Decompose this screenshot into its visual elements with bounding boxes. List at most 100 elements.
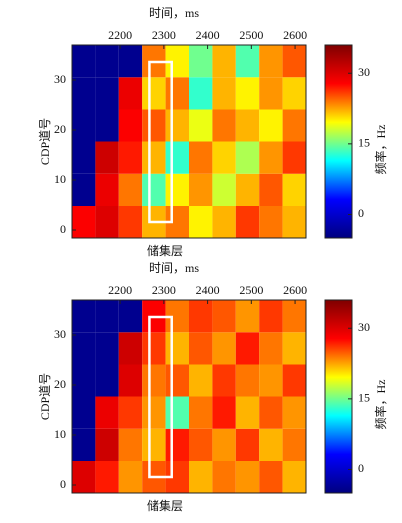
heat-cell <box>235 77 260 110</box>
heat-cell <box>118 45 143 78</box>
heat-cell <box>72 300 96 333</box>
heat-cell <box>189 206 213 238</box>
heat-cell <box>72 428 96 461</box>
heat-cell <box>189 45 213 78</box>
heat-cell <box>282 109 306 142</box>
heat-cell <box>118 364 143 397</box>
x-axis-title: 时间，ms <box>149 261 199 275</box>
heat-cell <box>118 141 143 174</box>
heat-cell <box>72 332 96 365</box>
heat-cell <box>72 364 96 397</box>
heat-cell <box>259 77 283 110</box>
heat-cell <box>72 109 96 142</box>
colorbar-title: 频率，Hz <box>373 380 388 430</box>
heat-cell <box>259 332 283 365</box>
heat-cell <box>95 461 119 493</box>
heat-cell <box>95 396 119 429</box>
y-axis-title: CDP道号 <box>38 373 52 420</box>
heat-cell <box>235 364 260 397</box>
heat-cell <box>72 141 96 174</box>
heat-cell <box>72 206 96 238</box>
y-tick-label: 0 <box>60 222 66 236</box>
heat-cell <box>235 428 260 461</box>
heat-cell <box>95 173 119 206</box>
heat-cell <box>189 141 213 174</box>
x-tick-label: 2200 <box>108 283 132 297</box>
heat-cell <box>165 77 189 110</box>
heat-cell <box>142 364 166 397</box>
heat-cell <box>142 428 166 461</box>
heat-cell <box>259 173 283 206</box>
heat-cell <box>212 396 236 429</box>
heat-cell <box>189 396 213 429</box>
heat-cell <box>212 332 236 365</box>
heat-cell <box>72 45 96 78</box>
heat-cell <box>259 461 283 493</box>
heat-cell <box>118 109 143 142</box>
x-tick-label: 2400 <box>196 283 220 297</box>
heat-cell <box>165 396 189 429</box>
heat-cell <box>118 461 143 493</box>
x-tick-label: 2500 <box>239 28 263 42</box>
heat-cell <box>282 77 306 110</box>
heat-cell <box>118 77 143 110</box>
heat-cell <box>282 461 306 493</box>
x-tick-label: 2400 <box>196 28 220 42</box>
heat-cell <box>212 428 236 461</box>
heat-cell <box>165 364 189 397</box>
x-tick-label: 2600 <box>283 283 307 297</box>
heat-cell <box>189 173 213 206</box>
heat-cell <box>212 141 236 174</box>
heat-cell <box>212 300 236 333</box>
heat-cell <box>118 173 143 206</box>
annotation: 储集层 <box>147 243 183 258</box>
heat-cell <box>189 428 213 461</box>
heat-cell <box>282 396 306 429</box>
heat-cell <box>72 461 96 493</box>
y-tick-label: 10 <box>54 427 66 441</box>
y-tick-label: 30 <box>54 72 66 86</box>
heat-cell <box>72 77 96 110</box>
heat-cell <box>189 332 213 365</box>
colorbar <box>324 44 353 239</box>
heat-cell <box>189 77 213 110</box>
annotation: 储集层 <box>147 498 183 513</box>
x-tick-label: 2200 <box>108 28 132 42</box>
y-tick-label: 30 <box>54 327 66 341</box>
heat-cell <box>235 45 260 78</box>
heat-cell <box>282 428 306 461</box>
heat-cell <box>142 77 166 110</box>
heat-cell <box>212 109 236 142</box>
y-tick-label: 20 <box>54 122 66 136</box>
heat-cell <box>165 332 189 365</box>
heat-cell <box>118 206 143 238</box>
y-tick-label: 0 <box>60 477 66 491</box>
plot-frame <box>71 44 307 239</box>
x-tick-label: 2300 <box>152 28 176 42</box>
heat-cell <box>282 173 306 206</box>
heat-cell <box>259 206 283 238</box>
heat-cell <box>235 173 260 206</box>
colorbar-title: 频率，Hz <box>373 125 388 175</box>
plot-frame <box>71 299 307 494</box>
heat-cell <box>95 332 119 365</box>
colorbar <box>324 299 353 494</box>
heat-cell <box>212 206 236 238</box>
heat-cell <box>95 109 119 142</box>
heat-cell <box>212 461 236 493</box>
heat-cell <box>282 364 306 397</box>
heat-cell <box>259 396 283 429</box>
heat-cell <box>165 173 189 206</box>
heat-cell <box>189 109 213 142</box>
heat-cell <box>282 141 306 174</box>
heat-cell <box>142 109 166 142</box>
heat-cell <box>142 396 166 429</box>
heat-cell <box>72 396 96 429</box>
heat-cell <box>259 45 283 78</box>
colorbar-tick-label: 30 <box>358 65 370 79</box>
y-tick-label: 20 <box>54 377 66 391</box>
heat-cell <box>95 77 119 110</box>
heat-cell <box>282 332 306 365</box>
heat-cell <box>259 141 283 174</box>
heat-cell <box>142 141 166 174</box>
